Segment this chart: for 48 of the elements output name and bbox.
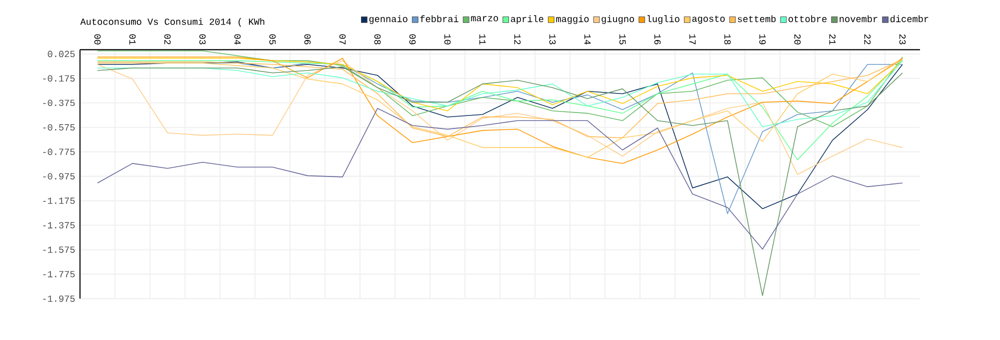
x-tick-label: 13 <box>549 34 556 44</box>
x-tick-label: 11 <box>479 34 486 44</box>
y-tick-label: -0.575 <box>43 124 75 131</box>
x-tick-label: 20 <box>794 34 801 44</box>
legend-label: novembr <box>840 15 878 22</box>
x-tick-label: 00 <box>94 34 101 44</box>
y-tick-label: 0.025 <box>48 50 75 58</box>
y-tick-label: -1.975 <box>43 296 75 302</box>
x-tick-label: 18 <box>724 34 731 44</box>
legend-label: settemb <box>738 15 776 22</box>
x-tick-label: 06 <box>304 34 311 44</box>
x-tick-label: 07 <box>339 34 346 44</box>
x-tick-label: 15 <box>619 34 626 44</box>
legend-label: agosto <box>692 16 725 24</box>
legend-label: gennaio <box>369 15 408 24</box>
x-tick-label: 14 <box>584 34 591 44</box>
y-tick-label: -0.375 <box>43 100 75 106</box>
x-tick-label: 01 <box>129 34 136 44</box>
x-tick-label: 05 <box>269 34 276 44</box>
x-tick-label: 08 <box>374 34 381 44</box>
y-tick-label: -1.575 <box>43 246 75 253</box>
legend-label: maggio <box>556 15 589 24</box>
legend-label: giugno <box>602 15 634 24</box>
x-tick-label: 02 <box>164 34 171 44</box>
legend-label: ottobre <box>788 15 827 22</box>
x-tick-label: 03 <box>199 34 206 44</box>
legend-label: luglio <box>648 15 680 24</box>
x-tick-label: 10 <box>444 34 451 44</box>
x-tick-label: 22 <box>864 34 871 44</box>
x-tick-label: 19 <box>759 34 766 44</box>
legend-label: dicembr <box>890 15 928 22</box>
y-tick-label: -1.375 <box>43 222 75 228</box>
x-tick-label: 23 <box>899 34 906 44</box>
x-tick-label: 09 <box>409 34 416 44</box>
legend-label: febbrai <box>420 15 458 22</box>
x-tick-label: 21 <box>829 34 836 44</box>
y-tick-label: -0.775 <box>43 148 75 155</box>
legend-label: marzo <box>471 16 498 22</box>
x-tick-label: 17 <box>689 34 696 44</box>
x-tick-label: 16 <box>654 34 661 44</box>
y-tick-label: -0.975 <box>43 173 75 180</box>
y-tick-label: -1.175 <box>43 198 75 204</box>
x-tick-label: 04 <box>234 34 241 44</box>
x-tick-label: 12 <box>514 34 521 44</box>
y-tick-label: -1.775 <box>43 271 75 278</box>
chart-title: Autoconsumo Vs Consumi 2014 ( KWh <box>80 18 264 27</box>
legend-label: aprile <box>510 15 544 24</box>
y-tick-label: -0.175 <box>43 75 75 82</box>
